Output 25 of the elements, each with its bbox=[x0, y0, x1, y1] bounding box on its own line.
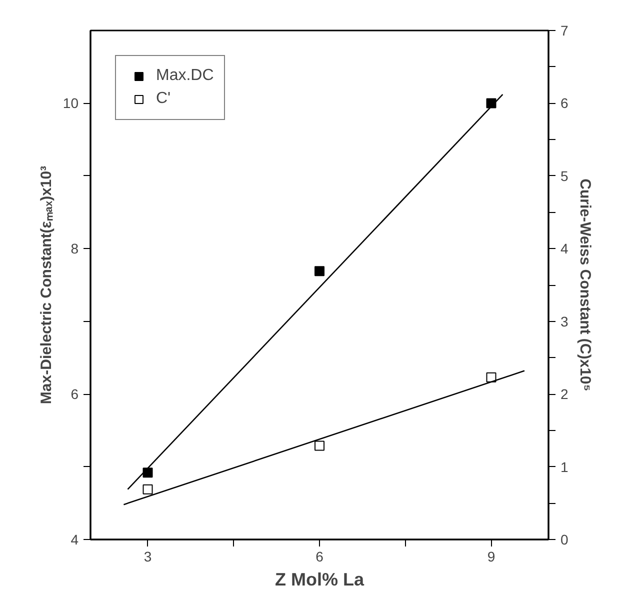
y2-tick-label: 4 bbox=[560, 240, 568, 257]
y2-tick-label: 7 bbox=[560, 22, 568, 38]
y2-tick-label: 3 bbox=[560, 313, 568, 330]
x-tick-label: 3 bbox=[144, 548, 152, 564]
y2-tick-label: 6 bbox=[560, 95, 568, 112]
y2-tick-label: 0 bbox=[560, 532, 568, 548]
y2-axis-title: Curie-Weiss Constant (C)x10⁵ bbox=[576, 178, 594, 392]
legend-label: C' bbox=[156, 90, 172, 108]
y2-tick-label: 2 bbox=[560, 386, 568, 402]
point bbox=[142, 484, 153, 494]
point bbox=[486, 372, 496, 382]
point bbox=[142, 468, 153, 478]
y-axis-title: Max-Dielectric Constant(εₘₐₓ)x10³ bbox=[38, 166, 55, 404]
y2-tick-label: 5 bbox=[560, 168, 568, 184]
y-tick-label: 4 bbox=[70, 532, 79, 548]
y2-tick-label: 1 bbox=[560, 458, 568, 475]
x-tick-label: 6 bbox=[316, 548, 324, 564]
x-axis-title: Z Mol% La bbox=[275, 570, 365, 590]
x-tick-label: 9 bbox=[487, 548, 496, 564]
y-tick-label: 10 bbox=[62, 95, 79, 112]
y-tick-label: 8 bbox=[70, 240, 79, 257]
point bbox=[314, 266, 324, 276]
legend-label: Max.DC bbox=[156, 67, 214, 85]
point bbox=[314, 440, 324, 451]
y-tick-label: 6 bbox=[70, 386, 79, 402]
